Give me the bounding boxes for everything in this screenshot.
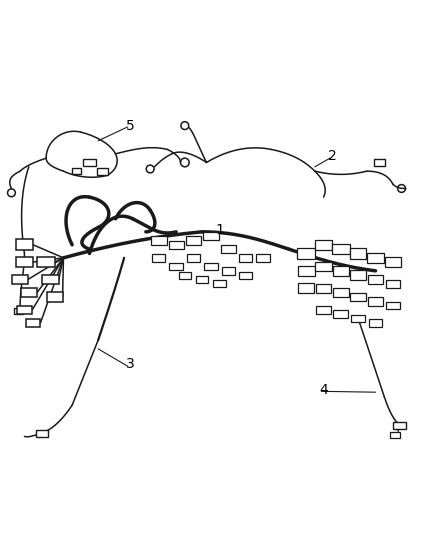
Bar [42, 274, 59, 284]
Bar [71, 168, 81, 174]
Bar [350, 293, 365, 301]
Bar [203, 263, 217, 270]
Text: 2: 2 [327, 149, 336, 163]
Bar [14, 308, 23, 314]
Bar [220, 245, 235, 253]
Text: 3: 3 [126, 357, 135, 371]
Bar [389, 432, 399, 438]
Bar [151, 236, 166, 245]
Bar [169, 263, 183, 270]
Bar [314, 240, 332, 250]
Bar [297, 248, 314, 259]
Bar [152, 254, 165, 262]
Bar [385, 279, 399, 288]
Bar [221, 267, 234, 274]
Bar [97, 168, 108, 175]
Bar [374, 159, 385, 166]
Text: 4: 4 [318, 383, 327, 397]
Bar [332, 244, 349, 254]
Bar [187, 254, 200, 262]
Bar [17, 305, 32, 314]
Bar [16, 257, 32, 267]
Bar [238, 272, 251, 279]
Bar [12, 274, 28, 284]
Bar [168, 241, 183, 249]
Text: 1: 1 [215, 223, 223, 237]
Bar [297, 284, 314, 293]
Bar [37, 257, 55, 268]
Bar [26, 319, 40, 327]
Bar [35, 430, 48, 437]
Bar [367, 275, 382, 284]
Bar [314, 262, 331, 271]
Bar [385, 302, 399, 310]
Bar [238, 254, 252, 262]
Bar [21, 288, 37, 297]
Bar [384, 257, 400, 267]
Bar [368, 319, 381, 327]
Bar [297, 266, 314, 276]
Bar [350, 314, 364, 322]
Bar [332, 288, 348, 297]
Bar [315, 284, 331, 293]
Bar [47, 292, 63, 302]
Bar [255, 254, 269, 262]
Bar [392, 422, 405, 430]
Bar [367, 253, 383, 263]
Bar [196, 276, 208, 283]
Bar [315, 305, 330, 314]
Bar [349, 248, 366, 259]
Bar [83, 159, 96, 166]
Bar [333, 310, 347, 318]
Bar [178, 272, 191, 279]
Bar [367, 297, 382, 305]
Bar [16, 239, 33, 251]
Text: 5: 5 [126, 119, 135, 133]
Bar [213, 280, 225, 287]
Bar [332, 266, 348, 276]
Bar [350, 270, 365, 280]
Bar [185, 236, 201, 245]
Bar [202, 232, 219, 240]
